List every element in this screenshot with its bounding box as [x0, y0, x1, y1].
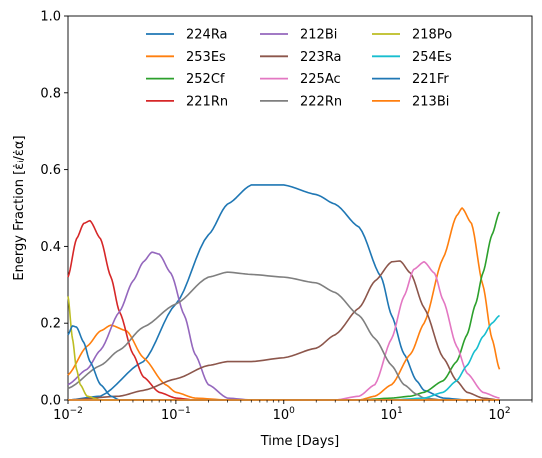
- y-axis-label: Energy Fraction [ε̇ᵢ/ε̇α]: [12, 135, 27, 280]
- y-tick-label: 0.6: [40, 163, 61, 178]
- x-tick-label: 10−2: [53, 406, 83, 423]
- legend-label: 221Fr: [412, 72, 449, 87]
- series-line-221Rn: [67, 219, 500, 401]
- x-tick-label: 10−1: [161, 406, 191, 423]
- legend-label: 222Rn: [300, 94, 342, 109]
- legend-label: 218Po: [412, 28, 452, 43]
- x-tick-label: 102: [488, 406, 510, 423]
- series-lines: [67, 184, 501, 401]
- y-tick-label: 0.0: [40, 394, 61, 409]
- legend-label: 253Es: [186, 50, 226, 65]
- tick-labels: 0.0 0.2 0.4 0.6 0.8 1.0 10−2 10−1 100 101 102: [40, 10, 533, 423]
- series-line-223Ra: [67, 260, 500, 401]
- x-tick-label: 101: [381, 406, 403, 423]
- series-line-225Ac: [68, 260, 500, 401]
- legend-label: 252Cf: [186, 72, 225, 87]
- legend-label: 212Bi: [300, 28, 337, 43]
- legend-label: 213Bi: [412, 94, 449, 109]
- series-line-254Es: [68, 314, 500, 401]
- legend-label: 221Rn: [186, 94, 228, 109]
- x-tick-label: 100: [273, 406, 296, 423]
- series-line-222Rn: [67, 271, 500, 401]
- legend-label: 225Ac: [300, 72, 341, 87]
- y-tick-label: 0.4: [40, 240, 61, 255]
- series-line-212Bi: [67, 251, 500, 401]
- series-line-224Ra: [67, 184, 500, 401]
- legend-label: 224Ra: [186, 28, 228, 43]
- legend: 224Ra 253Es 252Cf 221Rn 212Bi 223Ra 225Ac 222Rn…: [146, 28, 452, 109]
- series-line-221Fr: [67, 325, 500, 401]
- series-line-218Po: [67, 296, 500, 401]
- y-tick-label: 0.2: [40, 317, 61, 332]
- x-axis-label: Time [Days]: [260, 434, 340, 449]
- series-line-253Es: [67, 207, 501, 401]
- legend-label: 223Ra: [300, 50, 342, 65]
- y-tick-label: 0.8: [40, 86, 61, 101]
- legend-label: 254Es: [412, 50, 452, 65]
- series-line-252Cf: [68, 211, 501, 401]
- y-tick-label: 1.0: [40, 10, 61, 25]
